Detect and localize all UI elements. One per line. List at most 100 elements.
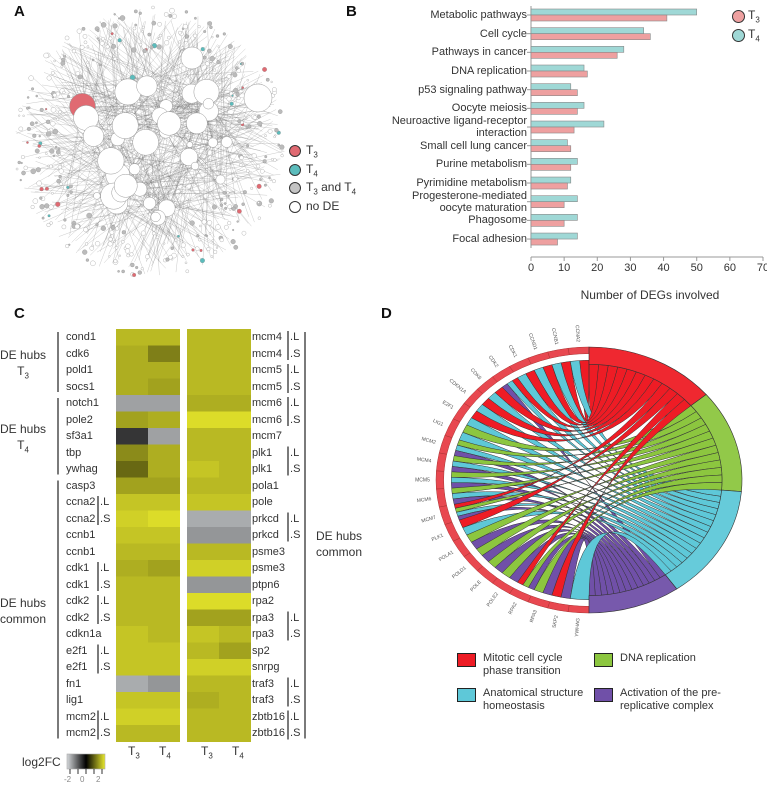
x-tick-label: 0 [527,262,535,274]
category-label: Purine metabolism [436,158,527,170]
network-node [109,230,115,235]
network-edge [35,141,227,158]
heatmap-cell-t4 [219,593,251,610]
column-label-sub: 4 [166,751,171,761]
heatmap-cell-t3 [116,461,148,478]
heatmap-cell-t3 [116,395,148,412]
network-edge [128,38,167,209]
heatmap-cell-t3 [116,543,148,561]
colorbar-title: log2FC [22,755,61,769]
heatmap-cell-t4 [148,461,180,478]
network-edge [25,142,146,173]
heatmap-cell-t3 [116,510,148,528]
network-node [46,222,51,227]
network-node [180,46,204,70]
gene-label: CDK6 [469,367,483,381]
network-node [263,183,267,187]
network-node [30,205,35,209]
network-edge [125,171,252,186]
category-label: Small cell lung cancer [420,140,527,152]
network-edge [178,165,196,250]
network-node [38,156,41,159]
network-edge [66,43,133,78]
network-node [113,13,116,16]
heatmap-cell-t4 [219,461,251,478]
network-node [280,154,284,158]
network-node [50,121,56,127]
network-node [95,223,99,227]
gene-label: ywhag [66,463,98,475]
network-node [233,245,239,250]
category-label: Neuroactive ligand-receptor interaction [392,115,527,139]
network-edge [68,42,118,140]
network-edge [155,60,239,218]
column-label-text: T [128,744,136,758]
legend-swatch [594,688,613,702]
network-node [135,265,139,270]
network-node [264,155,268,159]
network-node [98,39,101,42]
gene-arc [509,357,532,373]
network-node [207,48,212,54]
network-node [194,16,197,20]
category-label: Metabolic pathways [430,9,527,21]
heatmap-cell-t4 [148,725,180,742]
gene-arc [492,366,514,383]
network-node [226,96,232,102]
network-node [236,220,239,223]
network-node [184,10,189,14]
gene-label: pold1 [66,364,93,376]
legend-label: T3 and T4 [306,180,356,196]
network-node [215,246,218,249]
gene-label: mcm6 [252,397,282,409]
network-node [230,239,236,245]
network-edge [155,120,273,218]
gene-label: MCM2 [421,436,437,446]
network-node [251,153,257,159]
network-node [23,165,28,170]
heatmap-cell-t3 [116,642,148,660]
heatmap-cell-t4 [219,543,251,561]
network-node [239,62,242,65]
heatmap-cell-t3 [116,329,148,346]
network-node [54,145,58,149]
gene-label: pole [252,496,273,508]
network-node [58,168,64,174]
gene-arc [527,351,551,365]
network-node [92,58,95,62]
network-node [97,147,125,175]
bar-t3 [530,201,565,208]
gene-label: POLE2 [486,591,500,608]
network-node [215,174,226,185]
gene-arc [438,505,453,525]
legend-swatch [457,688,476,702]
network-node [259,178,262,181]
heatmap-cell-t3 [187,477,219,495]
heatmap-cell-t3 [187,494,219,511]
network-node [167,35,171,40]
network-edge [58,203,150,237]
bar-t3 [530,164,572,171]
network-node [83,227,89,233]
heatmap-cell-t4 [219,576,251,594]
network-node [56,117,60,121]
bar-t3 [530,220,565,227]
network-edge [226,141,267,153]
group-label-line1: DE hubs [316,529,363,543]
network-node [163,242,166,245]
heatmap-cell-t3 [187,708,219,726]
group-label-text: common [0,611,47,626]
network-nodes [15,5,285,277]
network-node [26,96,30,99]
network-node [270,80,273,83]
gene-label: ccna2 [66,512,96,525]
network-node [209,25,213,29]
network-edge [69,124,87,236]
gene-label: RPA3 [529,609,539,623]
network-node [196,234,200,238]
heatmap-cell-t4 [148,708,180,726]
network-node [126,253,130,258]
network-node [197,25,201,29]
network-edge [146,86,160,276]
network-node [217,45,221,48]
